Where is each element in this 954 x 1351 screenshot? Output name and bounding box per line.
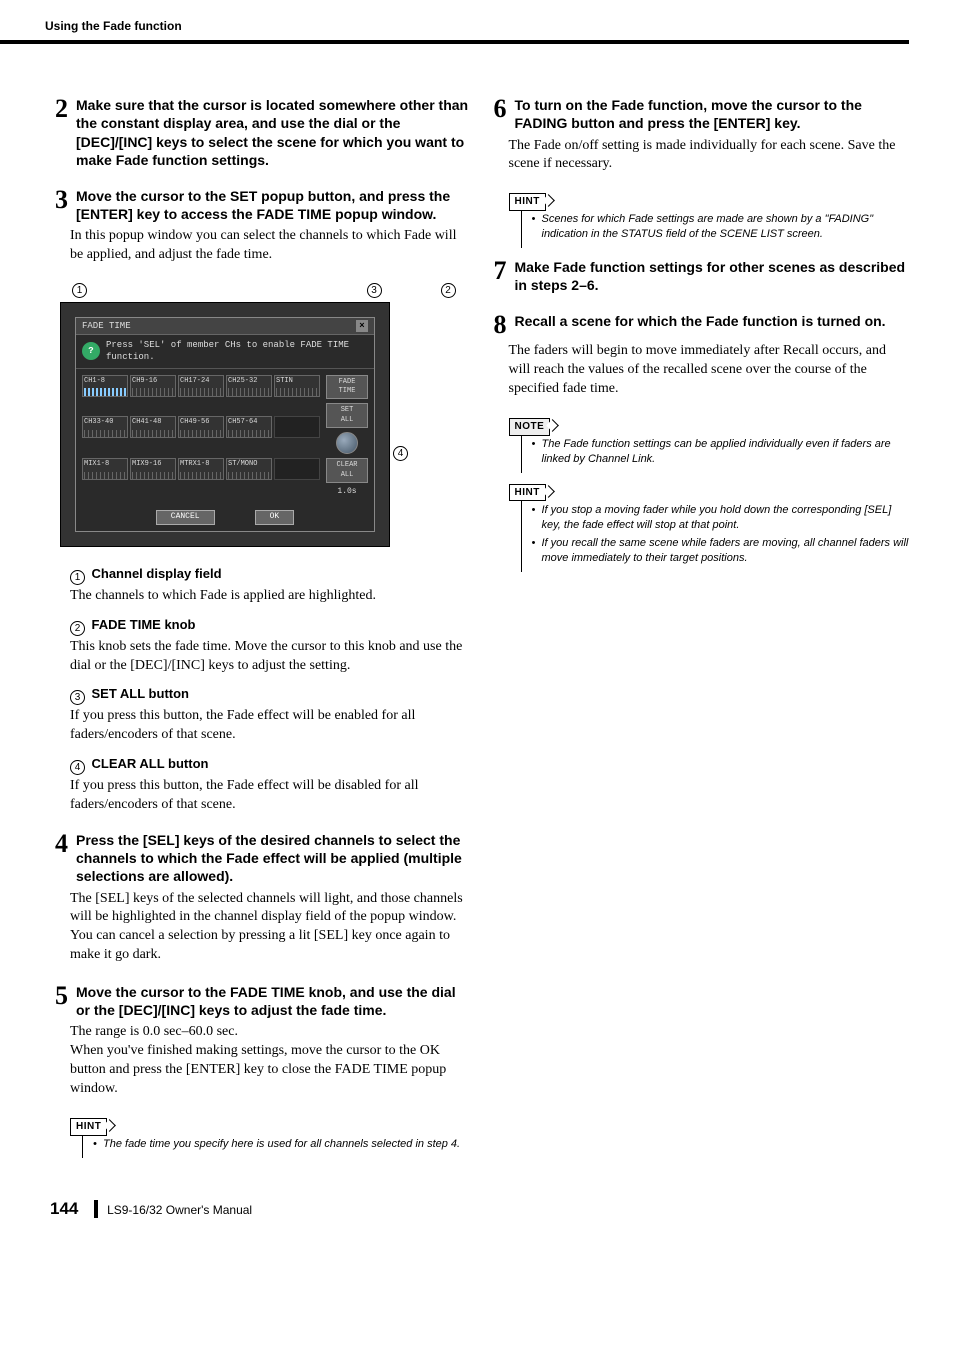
hint-tag: HINT xyxy=(509,484,546,502)
hint-body: If you stop a moving fader while you hol… xyxy=(521,501,910,572)
clear-all-button[interactable]: CLEAR ALL xyxy=(326,458,368,483)
cancel-button[interactable]: CANCEL xyxy=(156,510,215,525)
step-4: 4 Press the [SEL] keys of the desired ch… xyxy=(70,831,471,965)
hint-step8: HINT If you stop a moving fader while yo… xyxy=(509,483,910,572)
fade-time-value: 1.0s xyxy=(337,487,356,498)
channel-cell-empty xyxy=(274,458,320,480)
page-number: 144 xyxy=(50,1199,78,1218)
step-body: The Fade on/off setting is made individu… xyxy=(509,137,910,175)
note-body: The Fade function settings can be applie… xyxy=(521,435,910,473)
close-icon[interactable]: × xyxy=(356,320,368,332)
channel-cell-empty xyxy=(274,416,320,438)
channel-cell[interactable]: STIN xyxy=(274,375,320,397)
hint-body: Scenes for which Fade settings are made … xyxy=(521,210,910,248)
page-footer: 144 LS9-16/32 Owner's Manual xyxy=(0,1188,954,1251)
step-title: To turn on the Fade function, move the c… xyxy=(515,96,910,132)
footer-rule xyxy=(94,1200,98,1218)
sub-body: If you press this button, the Fade effec… xyxy=(70,777,471,815)
left-column: 2 Make sure that the cursor is located s… xyxy=(70,96,471,1168)
sub-label: CLEAR ALL button xyxy=(92,756,209,771)
note-tag: NOTE xyxy=(509,418,551,436)
step-title: Recall a scene for which the Fade functi… xyxy=(515,312,886,330)
header-rule xyxy=(20,40,909,44)
step-title: Make sure that the cursor is located som… xyxy=(76,96,471,169)
channel-cell[interactable]: MIX1-8 xyxy=(82,458,128,480)
page-header: Using the Fade function xyxy=(0,0,954,40)
step-2: 2 Make sure that the cursor is located s… xyxy=(70,96,471,169)
step-body: In this popup window you can select the … xyxy=(70,227,471,265)
step-num: 8 xyxy=(489,312,507,338)
right-column: 6 To turn on the Fade function, move the… xyxy=(509,96,910,1168)
window-title: FADE TIME xyxy=(82,320,131,332)
channel-cell[interactable]: CH41-48 xyxy=(130,416,176,438)
figure-top-annotations: 1 3 2 xyxy=(60,283,471,302)
sub-set-all: 3 SET ALL button If you press this butto… xyxy=(70,685,471,745)
step-num: 5 xyxy=(50,983,68,1009)
message-text: Press 'SEL' of member CHs to enable FADE… xyxy=(106,339,368,363)
step-title: Make Fade function settings for other sc… xyxy=(515,258,910,294)
window-titlebar: FADE TIME × xyxy=(76,318,374,335)
fade-time-figure: FADE TIME × ? Press 'SEL' of member CHs … xyxy=(60,302,390,547)
step-7: 7 Make Fade function settings for other … xyxy=(509,258,910,294)
channel-cell[interactable]: MTRX1-8 xyxy=(178,458,224,480)
step-num: 4 xyxy=(50,831,68,857)
channel-cell[interactable]: CH17-24 xyxy=(178,375,224,397)
note-step8: NOTE The Fade function settings can be a… xyxy=(509,417,910,473)
hint-step6: HINT Scenes for which Fade settings are … xyxy=(509,192,910,248)
sub-body: The channels to which Fade is applied ar… xyxy=(70,587,471,606)
sub-body: If you press this button, the Fade effec… xyxy=(70,707,471,745)
annot-4-side: 4 xyxy=(393,444,411,461)
ok-button[interactable]: OK xyxy=(255,510,295,525)
channel-cell[interactable]: MIX9-16 xyxy=(130,458,176,480)
channel-cell[interactable]: CH49-56 xyxy=(178,416,224,438)
sub-clear-all: 4 CLEAR ALL button If you press this but… xyxy=(70,755,471,815)
fade-time-window: FADE TIME × ? Press 'SEL' of member CHs … xyxy=(75,317,375,532)
manual-title: LS9-16/32 Owner's Manual xyxy=(107,1203,252,1217)
step-title: Press the [SEL] keys of the desired chan… xyxy=(76,831,471,886)
annot-2: 2 xyxy=(441,283,456,298)
hint-tag: HINT xyxy=(70,1118,107,1136)
channel-cell[interactable]: CH9-16 xyxy=(130,375,176,397)
sub-label: FADE TIME knob xyxy=(92,617,196,632)
step-num: 6 xyxy=(489,96,507,122)
step-body: The [SEL] keys of the selected channels … xyxy=(70,890,471,966)
set-all-button[interactable]: SET ALL xyxy=(326,403,368,428)
sub-label: SET ALL button xyxy=(92,686,189,701)
fade-time-label: FADE TIME xyxy=(326,375,368,400)
sub-label: Channel display field xyxy=(92,566,222,581)
step-title: Move the cursor to the FADE TIME knob, a… xyxy=(76,983,471,1019)
hint-body: The fade time you specify here is used f… xyxy=(82,1135,471,1158)
channel-cell[interactable]: CH25-32 xyxy=(226,375,272,397)
annot-1: 1 xyxy=(72,283,87,298)
step-8: 8 Recall a scene for which the Fade func… xyxy=(509,312,910,399)
channel-cell[interactable]: CH1-8 xyxy=(82,375,128,397)
sub-body: This knob sets the fade time. Move the c… xyxy=(70,638,471,676)
step-num: 3 xyxy=(50,187,68,213)
step-body: The faders will begin to move immediatel… xyxy=(509,342,910,399)
step-num: 2 xyxy=(50,96,68,122)
step-6: 6 To turn on the Fade function, move the… xyxy=(509,96,910,174)
step-title: Move the cursor to the SET popup button,… xyxy=(76,187,471,223)
channel-cell[interactable]: ST/MONO xyxy=(226,458,272,480)
hint-step5: HINT The fade time you specify here is u… xyxy=(70,1117,471,1158)
fade-time-knob[interactable] xyxy=(336,432,358,454)
hint-tag: HINT xyxy=(509,193,546,211)
channel-grid: CH1-8 CH9-16 CH17-24 CH25-32 STIN CH33-4… xyxy=(82,375,320,498)
channel-cell[interactable]: CH33-40 xyxy=(82,416,128,438)
window-message: ? Press 'SEL' of member CHs to enable FA… xyxy=(76,335,374,368)
step-5: 5 Move the cursor to the FADE TIME knob,… xyxy=(70,983,471,1099)
step-3: 3 Move the cursor to the SET popup butto… xyxy=(70,187,471,265)
content-area: 2 Make sure that the cursor is located s… xyxy=(0,44,954,1188)
sub-fade-time-knob: 2 FADE TIME knob This knob sets the fade… xyxy=(70,616,471,676)
step-body: The range is 0.0 sec–60.0 sec. When you'… xyxy=(70,1023,471,1099)
figure-wrapper: 1 3 2 FADE TIME × ? Press 'SEL' of membe… xyxy=(60,283,471,547)
sub-channel-display: 1 Channel display field The channels to … xyxy=(70,565,471,606)
step-num: 7 xyxy=(489,258,507,284)
channel-cell[interactable]: CH57-64 xyxy=(226,416,272,438)
side-controls: FADE TIME SET ALL CLEAR ALL 1.0s xyxy=(326,375,368,498)
annot-3: 3 xyxy=(367,283,382,298)
section-title: Using the Fade function xyxy=(45,19,182,33)
question-icon: ? xyxy=(82,342,100,360)
